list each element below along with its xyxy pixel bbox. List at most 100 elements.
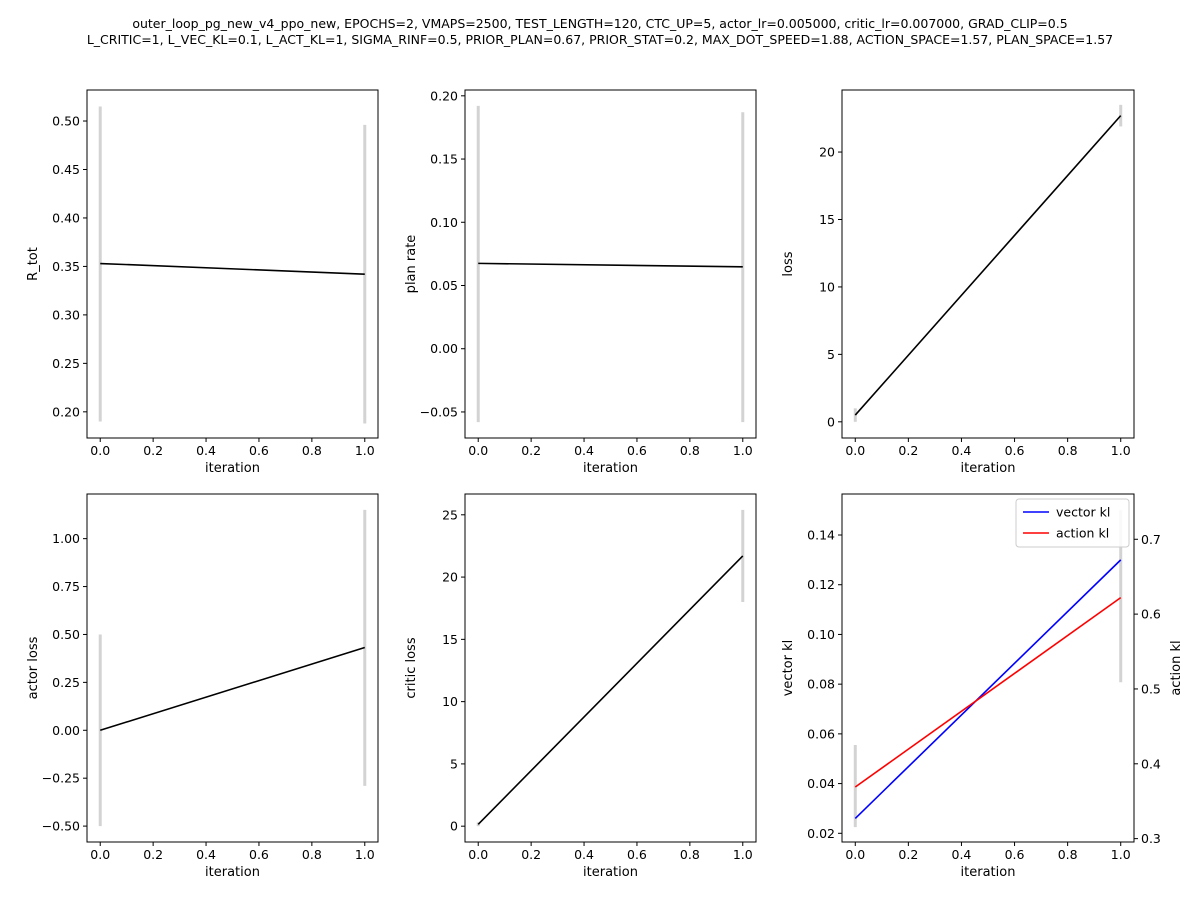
y-tick-label: 0.06 — [807, 726, 835, 741]
subplot-4: 0.0 0.2 0.4 0.6 0.8 1.0 −0.50 −0.25 0.00 0.25 0.50… — [26, 493, 379, 880]
figure-title-line-1: outer_loop_pg_new_v4_ppo_new, EPOCHS=2, … — [132, 16, 1068, 31]
y-axis-label: loss — [781, 251, 796, 276]
x-tick-label: 0.4 — [952, 443, 972, 458]
x-tick-label: 0.2 — [143, 443, 163, 458]
y-tick-label: 0.40 — [52, 210, 80, 225]
legend-box — [1015, 498, 1130, 548]
y-tick-label: −0.05 — [420, 404, 458, 419]
x-tick-label: 0.4 — [574, 443, 594, 458]
y-tick-label: 0.30 — [52, 307, 80, 322]
y-tick-label: 20 — [442, 570, 458, 585]
y-tick-label: 0.04 — [807, 776, 835, 791]
series-line — [477, 555, 744, 825]
y-tick-label: 0.20 — [52, 404, 80, 419]
y-tick-label: 25 — [442, 507, 458, 522]
y-tick-label: 0.08 — [807, 677, 835, 692]
axes-frame — [464, 493, 757, 843]
legend-label: action kl — [1056, 526, 1109, 541]
x-tick-label: 0.0 — [468, 847, 488, 862]
x-tick-label: 0.0 — [90, 443, 110, 458]
y-tick-label-right: 0.3 — [1141, 831, 1161, 846]
x-tick-label: 0.4 — [196, 847, 216, 862]
subplot-5: 0.0 0.2 0.4 0.6 0.8 1.0 0 5 10 15 20 25 iteration cri… — [404, 493, 757, 880]
legend-label: vector kl — [1056, 505, 1110, 520]
x-tick-label: 0.8 — [680, 847, 700, 862]
x-tick-label: 0.8 — [1058, 443, 1078, 458]
x-tick-label: 0.0 — [468, 443, 488, 458]
x-tick-label: 0.2 — [521, 847, 541, 862]
y-tick-label: −0.25 — [42, 771, 80, 786]
x-tick-label: 1.0 — [1111, 443, 1131, 458]
x-axis-label: iteration — [583, 865, 638, 880]
y-tick-label-right: 0.5 — [1141, 681, 1161, 696]
subplot-6: 0.0 0.2 0.4 0.6 0.8 1.0 0.02 0.04 0.06 0.08 0.10 0.… — [781, 493, 1184, 880]
x-tick-label: 0.2 — [898, 443, 918, 458]
axes-frame — [464, 89, 757, 439]
x-tick-label: 1.0 — [733, 443, 753, 458]
series-line — [478, 262, 743, 268]
y-axis-label-right: action kl — [1169, 640, 1184, 695]
y-tick-label: 0.10 — [430, 215, 458, 230]
y-tick-label: 10 — [442, 694, 458, 709]
x-tick-label: 0.8 — [302, 847, 322, 862]
x-tick-label: 0.8 — [302, 443, 322, 458]
y-axis-label: R_tot — [26, 247, 41, 281]
y-tick-label: 15 — [442, 632, 458, 647]
y-tick-label: 0.05 — [430, 278, 458, 293]
axes-frame — [86, 89, 379, 439]
series-line-action-kl — [854, 597, 1122, 788]
y-tick-label: 20 — [819, 145, 835, 160]
y-tick-label: 0.15 — [430, 152, 458, 167]
x-axis-label: iteration — [583, 461, 638, 476]
x-axis-label: iteration — [961, 865, 1016, 880]
y-tick-label: 0.50 — [52, 114, 80, 129]
y-tick-label: 0.10 — [807, 627, 835, 642]
y-tick-label: 15 — [819, 212, 835, 227]
x-axis-label: iteration — [961, 461, 1016, 476]
y-axis-label: critic loss — [404, 637, 419, 698]
x-tick-label: 0.6 — [249, 443, 269, 458]
figure-title-line-2: L_CRITIC=1, L_VEC_KL=0.1, L_ACT_KL=1, SI… — [86, 32, 1114, 47]
x-tick-label: 0.8 — [680, 443, 700, 458]
series-line — [99, 646, 366, 732]
x-tick-label: 0.8 — [1058, 847, 1078, 862]
x-tick-label: 0.2 — [143, 847, 163, 862]
x-tick-label: 0.4 — [196, 443, 216, 458]
y-tick-label: 0.35 — [52, 259, 80, 274]
y-tick-label: 5 — [450, 756, 458, 771]
y-tick-label-right: 0.4 — [1141, 756, 1161, 771]
x-axis-label: iteration — [205, 461, 260, 476]
x-tick-label: 0.2 — [521, 443, 541, 458]
y-tick-label: 0.25 — [52, 675, 80, 690]
x-tick-label: 1.0 — [355, 443, 375, 458]
x-tick-label: 1.0 — [733, 847, 753, 862]
y-tick-label: −0.50 — [42, 819, 80, 834]
y-tick-label-right: 0.6 — [1141, 607, 1161, 622]
y-tick-label: 0 — [450, 819, 458, 834]
x-tick-label: 0.6 — [1005, 847, 1025, 862]
y-tick-label: 0.25 — [52, 356, 80, 371]
x-tick-label: 0.2 — [898, 847, 918, 862]
y-tick-label: 0.00 — [52, 723, 80, 738]
series-line — [100, 262, 365, 275]
x-tick-label: 0.0 — [845, 443, 865, 458]
y-tick-label: 5 — [827, 347, 835, 362]
y-axis-label: actor loss — [26, 636, 41, 699]
subplot-3: 0.0 0.2 0.4 0.6 0.8 1.0 0 5 10 15 20 iteration loss — [781, 89, 1135, 476]
y-tick-label: 0.45 — [52, 162, 80, 177]
legend: vector kl action kl — [1015, 498, 1130, 548]
axes-frame — [841, 493, 1135, 843]
x-tick-label: 0.4 — [952, 847, 972, 862]
series-line-vector-kl — [854, 559, 1122, 819]
y-tick-label: 0 — [827, 414, 835, 429]
y-tick-label: 1.00 — [52, 531, 80, 546]
subplot-1: 0.0 0.2 0.4 0.6 0.8 1.0 0.20 0.25 0.30 0.35 0.40 0.… — [26, 89, 379, 476]
y-tick-label: 0.02 — [807, 826, 835, 841]
y-tick-label: 0.75 — [52, 579, 80, 594]
x-tick-label: 1.0 — [355, 847, 375, 862]
y-tick-label: 10 — [819, 279, 835, 294]
y-tick-label: 0.00 — [430, 341, 458, 356]
y-tick-label: 0.12 — [807, 577, 835, 592]
axes-frame — [86, 493, 379, 843]
